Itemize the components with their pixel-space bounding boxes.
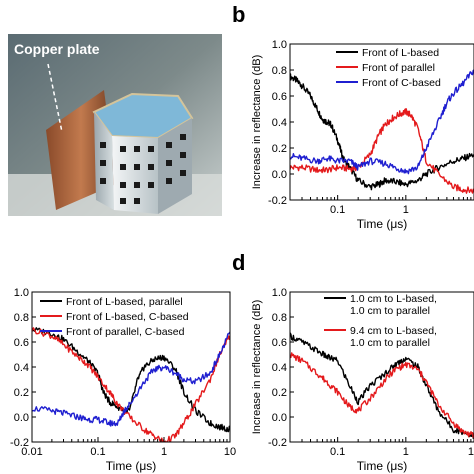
panel-letter-d: d — [232, 250, 245, 275]
legend-label: Front of parallel — [362, 62, 435, 74]
photo-illustration: Copper plate — [8, 34, 222, 216]
x-tick-label: 10 — [468, 446, 474, 458]
y-tick-label: 0.4 — [14, 362, 29, 374]
pointer-line — [47, 63, 63, 133]
y-tick-label: 0.8 — [14, 312, 29, 324]
copper-plate-label: Copper plate — [14, 41, 100, 57]
legend-label: Front of C-based — [362, 77, 441, 89]
legend-label: 9.4 cm to L-based, 1.0 cm to parallel — [350, 325, 437, 349]
x-axis-label: Time (μs) — [357, 217, 407, 231]
series-line — [290, 352, 474, 438]
cube-patterns — [100, 134, 186, 204]
legend-label: Front of parallel, C-based — [66, 326, 185, 338]
y-tick-label: 0.8 — [272, 65, 287, 77]
y-tick-label: -0.2 — [10, 437, 29, 449]
chart-d: -0.2 0.0 0.2 0.4 0.6 0.8 1.0 0.1 1 10 Time (μs) Inc… — [251, 287, 474, 473]
x-tick-label: 0.1 — [330, 204, 345, 216]
y-tick-label: 0.0 — [272, 169, 287, 181]
y-tick-label: 0.6 — [272, 337, 287, 349]
y-tick-label: -0.2 — [268, 437, 287, 449]
legend-label: Front of L-based — [362, 47, 439, 59]
legend: Front of L-based, parallel Front of L-bas… — [40, 296, 189, 338]
series-line — [32, 327, 230, 442]
x-axis-label: Time (μs) — [357, 459, 407, 473]
x-axis-label: Time (μs) — [106, 459, 156, 473]
y-tick-label: 0.2 — [272, 143, 287, 155]
y-tick-label: 0.2 — [272, 387, 287, 399]
legend-label: Front of L-based, parallel — [66, 296, 183, 308]
y-tick-label: 0.8 — [272, 312, 287, 324]
chart-c: -0.2 0.0 0.2 0.4 0.6 0.8 1.0 0.01 0.1 1 10 Time (μs… — [10, 287, 236, 473]
y-tick-label: 0.6 — [272, 91, 287, 103]
panel-letter-b: b — [232, 2, 245, 27]
x-tick-label: 10 — [224, 446, 236, 458]
series-group — [290, 332, 474, 439]
legend: 1.0 cm to L-based, 1.0 cm to parallel 9.4 … — [324, 293, 437, 349]
y-tick-label: 0.6 — [14, 337, 29, 349]
legend: Front of L-based Front of parallel Front o… — [336, 47, 441, 89]
y-axis-label: Increase in reflectance (dB) — [251, 300, 263, 435]
y-tick-label: 0.2 — [14, 387, 29, 399]
legend-label: 1.0 cm to L-based, 1.0 cm to parallel — [350, 293, 437, 317]
series-line — [290, 69, 474, 175]
x-tick-label: 1 — [161, 446, 167, 458]
y-tick-label: 1.0 — [272, 287, 287, 299]
series-group — [32, 327, 230, 442]
y-axis-label: Increase in reflectance (dB) — [251, 55, 263, 190]
series-group — [290, 69, 474, 194]
photo-panel: Copper plate — [8, 34, 222, 216]
y-tick-label: 0.0 — [14, 412, 29, 424]
series-line — [290, 73, 474, 191]
x-tick-label: 0.1 — [90, 446, 105, 458]
y-tick-label: 1.0 — [272, 39, 287, 51]
y-tick-label: 1.0 — [14, 287, 29, 299]
x-tick-label: 1 — [403, 204, 409, 216]
cube-front-face — [112, 136, 158, 214]
y-tick-label: 0.4 — [272, 362, 287, 374]
y-tick-label: 0.0 — [272, 412, 287, 424]
series-line — [290, 108, 474, 194]
y-tick-label: -0.2 — [268, 195, 287, 207]
x-tick-label: 0.1 — [330, 446, 345, 458]
x-tick-label: 0.01 — [21, 446, 42, 458]
x-tick-label: 1 — [403, 446, 409, 458]
series-line — [32, 331, 230, 427]
legend-label: Front of L-based, C-based — [66, 311, 189, 323]
series-line — [290, 332, 474, 439]
y-tick-label: 0.4 — [272, 117, 287, 129]
